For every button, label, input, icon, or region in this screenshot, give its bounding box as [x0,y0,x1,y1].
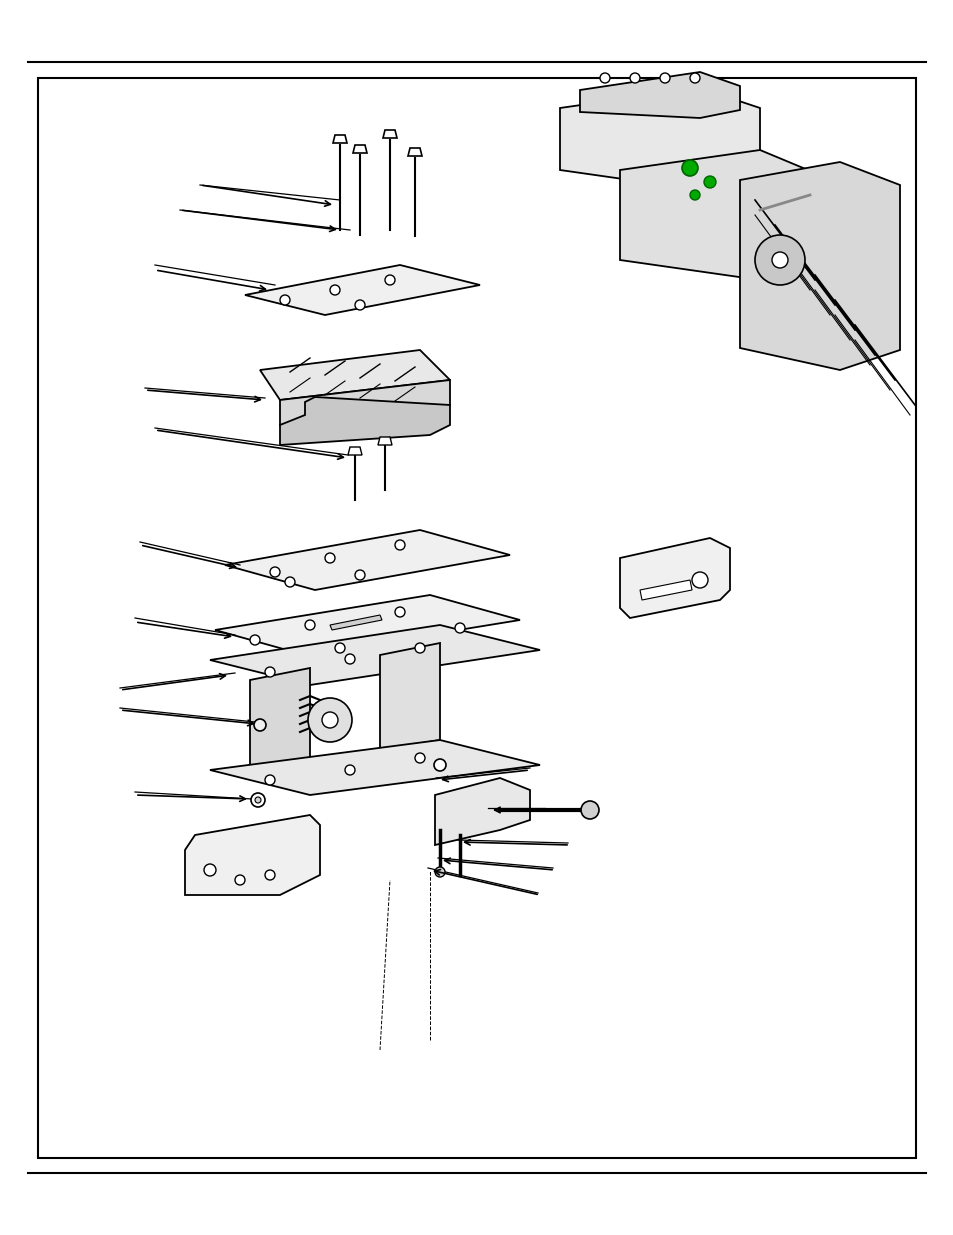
Polygon shape [185,815,319,895]
Circle shape [681,161,698,177]
Polygon shape [210,625,539,685]
Circle shape [335,643,345,653]
Circle shape [691,572,707,588]
Circle shape [250,635,260,645]
Circle shape [455,622,464,634]
FancyBboxPatch shape [38,78,915,1158]
Circle shape [265,776,274,785]
Polygon shape [619,538,729,618]
Polygon shape [579,72,740,119]
Circle shape [703,177,716,188]
Polygon shape [408,148,421,156]
Circle shape [322,713,337,727]
Polygon shape [353,144,367,153]
Circle shape [629,73,639,83]
Circle shape [355,300,365,310]
Polygon shape [639,580,691,600]
Circle shape [659,73,669,83]
Circle shape [345,764,355,776]
Circle shape [689,190,700,200]
Circle shape [265,869,274,881]
Circle shape [415,643,424,653]
Circle shape [580,802,598,819]
Circle shape [771,252,787,268]
Circle shape [395,606,405,618]
Circle shape [345,655,355,664]
Circle shape [434,760,446,771]
Circle shape [355,571,365,580]
Circle shape [754,235,804,285]
Polygon shape [280,396,450,445]
Polygon shape [559,88,760,190]
Circle shape [435,867,444,877]
Circle shape [280,295,290,305]
Polygon shape [740,162,899,370]
Circle shape [234,876,245,885]
Circle shape [204,864,215,876]
Polygon shape [619,149,820,280]
Circle shape [308,698,352,742]
Circle shape [385,275,395,285]
Polygon shape [214,595,519,655]
Polygon shape [250,668,310,769]
Polygon shape [333,135,347,143]
Polygon shape [260,350,450,400]
Circle shape [251,793,265,806]
Polygon shape [280,380,450,425]
Polygon shape [310,1000,479,1110]
Circle shape [395,540,405,550]
Polygon shape [435,778,530,845]
Circle shape [330,285,339,295]
Polygon shape [330,615,381,630]
Circle shape [265,667,274,677]
Polygon shape [382,130,396,138]
Circle shape [599,73,609,83]
Polygon shape [379,643,439,750]
Polygon shape [245,266,479,315]
Circle shape [415,753,424,763]
Polygon shape [210,740,539,795]
Circle shape [285,577,294,587]
Polygon shape [377,437,392,445]
Circle shape [253,719,266,731]
Circle shape [270,567,280,577]
Circle shape [689,73,700,83]
Circle shape [254,797,261,803]
Circle shape [325,553,335,563]
Polygon shape [225,530,510,590]
Circle shape [305,620,314,630]
Polygon shape [348,447,361,454]
